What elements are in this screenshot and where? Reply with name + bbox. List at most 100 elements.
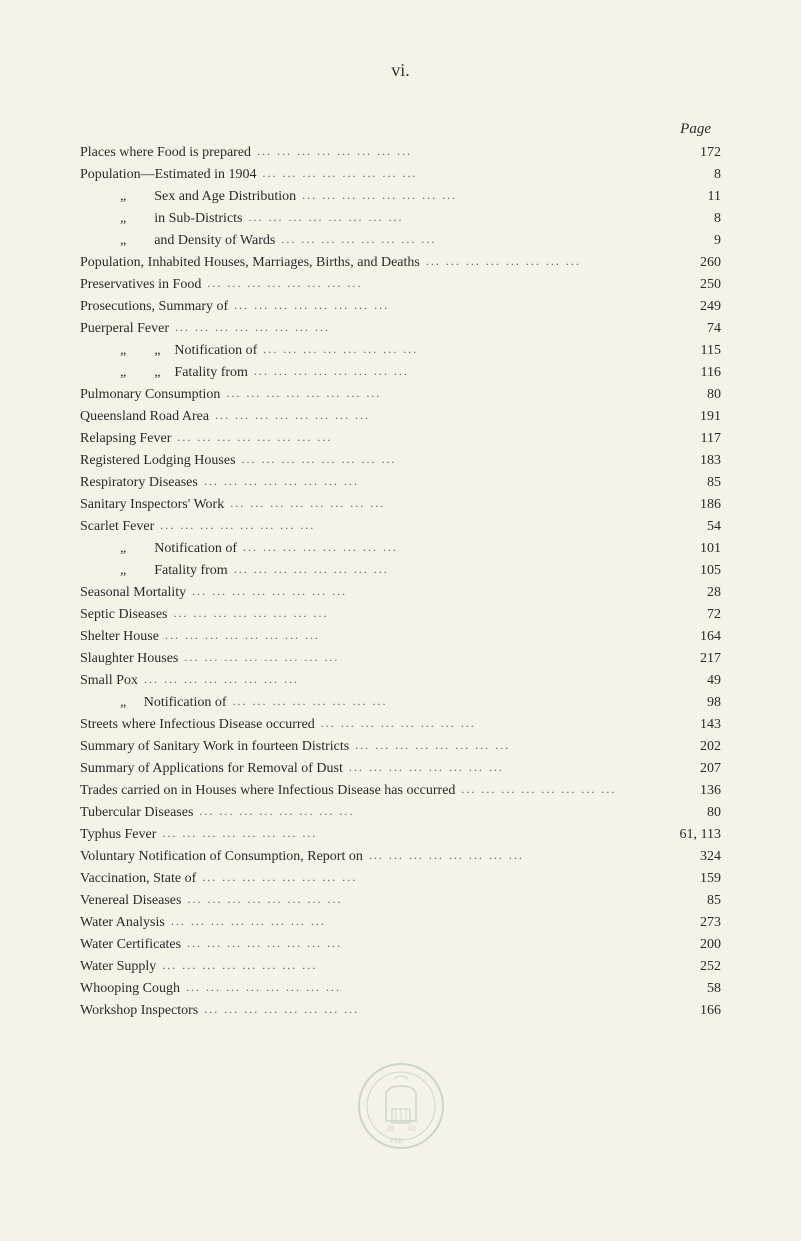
leader-dots: [202, 868, 665, 882]
index-entry-page: 191: [671, 406, 721, 427]
index-entry-label: Water Analysis: [80, 912, 165, 933]
leader-dots: [242, 450, 665, 464]
index-entry-page: 273: [671, 912, 721, 933]
index-entry-label: „ „ Fatality from: [80, 362, 248, 383]
index-entry-label: Preservatives in Food: [80, 274, 201, 295]
leader-dots: [281, 230, 665, 244]
index-entry: Sanitary Inspectors' Work 186: [80, 494, 721, 515]
index-entry: Prosecutions, Summary of249: [80, 296, 721, 317]
leader-dots: [144, 670, 665, 684]
index-entry-label: „ in Sub-Districts: [80, 208, 243, 229]
leader-dots: [160, 516, 665, 530]
index-entry-label: Prosecutions, Summary of: [80, 296, 228, 317]
index-entry-label: „ and Density of Wards: [80, 230, 275, 251]
index-entry: Water Supply252: [80, 956, 721, 977]
index-entry-page: 172: [671, 142, 721, 163]
leader-dots: [184, 648, 665, 662]
index-entry-label: Scarlet Fever: [80, 516, 154, 537]
svg-text:FEB: FEB: [390, 1137, 403, 1145]
leader-dots: [187, 934, 665, 948]
index-entry: Scarlet Fever54: [80, 516, 721, 537]
index-entry-label: Respiratory Diseases: [80, 472, 198, 493]
index-entry-label: Relapsing Fever: [80, 428, 171, 449]
index-entry-page: 105: [671, 560, 721, 581]
index-entry: Population, Inhabited Houses, Marriages,…: [80, 252, 721, 273]
index-entry-label: Sanitary Inspectors' Work: [80, 494, 224, 515]
leader-dots: [233, 692, 665, 706]
index-entry-page: 115: [671, 340, 721, 361]
index-entry-page: 74: [671, 318, 721, 339]
seal-icon: 28 62 FEB: [356, 1061, 446, 1151]
index-entry: „ Notification of98: [80, 692, 721, 713]
index-entry-page: 207: [671, 758, 721, 779]
index-entry-label: „ Fatality from: [80, 560, 228, 581]
leader-dots: [302, 186, 665, 200]
svg-text:62: 62: [408, 1124, 416, 1133]
index-entry: Vaccination, State of159: [80, 868, 721, 889]
index-entry-page: 143: [671, 714, 721, 735]
leader-dots: [171, 912, 665, 926]
leader-dots: [162, 956, 665, 970]
index-entry-page: 186: [671, 494, 721, 515]
index-entry-page: 324: [671, 846, 721, 867]
index-entry-label: Septic Diseases: [80, 604, 167, 625]
index-entry-label: Seasonal Mortality: [80, 582, 186, 603]
index-entry-label: Small Pox: [80, 670, 138, 691]
leader-dots: [230, 494, 665, 508]
index-entry-page: 98: [671, 692, 721, 713]
leader-dots: [369, 846, 665, 860]
page-number-roman: vi.: [80, 60, 721, 81]
index-entry-page: 28: [671, 582, 721, 603]
index-entry-label: Summary of Applications for Removal of D…: [80, 758, 343, 779]
index-entry-label: Water Certificates: [80, 934, 181, 955]
index-entry-page: 260: [671, 252, 721, 273]
leader-dots: [226, 384, 665, 398]
index-entry: Trades carried on in Houses where Infect…: [80, 780, 721, 801]
index-entry-label: „ Sex and Age Distribution: [80, 186, 296, 207]
index-entry: „ Fatality from 105: [80, 560, 721, 581]
svg-text:28: 28: [386, 1124, 394, 1133]
index-entry-label: Pulmonary Consumption: [80, 384, 220, 405]
leader-dots: [199, 802, 665, 816]
index-entry-label: Tubercular Diseases: [80, 802, 193, 823]
index-entry: Voluntary Notification of Consumption, R…: [80, 846, 721, 867]
leader-dots: [207, 274, 665, 288]
leader-dots: [263, 164, 665, 178]
index-entry-page: 164: [671, 626, 721, 647]
index-entry-page: 85: [671, 472, 721, 493]
index-entry: Population—Estimated in 19048: [80, 164, 721, 185]
index-entry-page: 49: [671, 670, 721, 691]
index-entry: Registered Lodging Houses183: [80, 450, 721, 471]
index-entry-page: 250: [671, 274, 721, 295]
leader-dots: [321, 714, 665, 728]
index-entry: Preservatives in Food 250: [80, 274, 721, 295]
index-entry: Small Pox 49: [80, 670, 721, 691]
index-entry-label: Slaughter Houses: [80, 648, 178, 669]
index-entry-label: Trades carried on in Houses where Infect…: [80, 780, 455, 801]
index-entry: Shelter House164: [80, 626, 721, 647]
index-entry: „ „ Fatality from116: [80, 362, 721, 383]
index-entry: Seasonal Mortality 28: [80, 582, 721, 603]
index-entry-page: 11: [671, 186, 721, 207]
index-entry-label: Places where Food is prepared: [80, 142, 251, 163]
leader-dots: [215, 406, 665, 420]
index-entry: Slaughter Houses217: [80, 648, 721, 669]
leader-dots: [426, 252, 665, 266]
index-entry-label: Summary of Sanitary Work in fourteen Dis…: [80, 736, 349, 757]
leader-dots: [177, 428, 665, 442]
index-entry: Summary of Applications for Removal of D…: [80, 758, 721, 779]
index-entry: Whooping Cough58: [80, 978, 721, 999]
index-entry-page: 85: [671, 890, 721, 911]
index-entry: Queensland Road Area191: [80, 406, 721, 427]
index-entry-label: Streets where Infectious Disease occurre…: [80, 714, 315, 735]
index-entry-page: 117: [671, 428, 721, 449]
index-entry: Venereal Diseases85: [80, 890, 721, 911]
index-entry-label: „ Notification of: [80, 538, 237, 559]
leader-dots: [461, 780, 665, 794]
index-entry-page: 183: [671, 450, 721, 471]
index-entry-label: Population—Estimated in 1904: [80, 164, 257, 185]
index-entry: Places where Food is prepared 172: [80, 142, 721, 163]
leader-dots: [173, 604, 665, 618]
leader-dots: [204, 1000, 665, 1014]
index-entry: Typhus Fever61, 113: [80, 824, 721, 845]
